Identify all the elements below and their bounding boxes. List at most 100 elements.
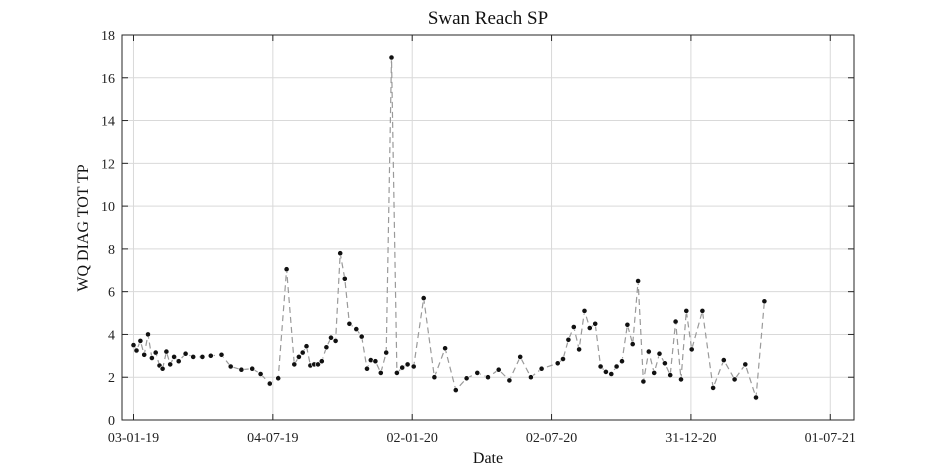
data-point — [442, 345, 448, 352]
data-point — [275, 375, 282, 382]
data-point — [699, 307, 706, 314]
data-point — [640, 378, 647, 385]
data-point — [506, 377, 513, 384]
y-tick-label: 10 — [101, 200, 115, 215]
data-point — [372, 358, 379, 365]
data-point — [323, 344, 330, 351]
x-tick-label: 31-12-20 — [665, 431, 716, 446]
data-point — [337, 250, 344, 257]
data-point — [199, 353, 206, 360]
data-point — [667, 372, 674, 378]
y-tick-label: 2 — [108, 371, 115, 386]
data-point — [629, 341, 636, 347]
data-point — [377, 369, 384, 376]
data-point — [388, 54, 395, 61]
data-point — [163, 348, 170, 355]
data-point — [560, 356, 566, 362]
data-point — [651, 369, 658, 376]
data-point — [624, 321, 631, 328]
y-tick-label: 14 — [101, 115, 115, 130]
data-point — [393, 369, 400, 376]
data-point — [364, 365, 370, 372]
x-tick-label: 02-07-20 — [526, 431, 577, 446]
y-tick-label: 6 — [108, 286, 115, 301]
data-point — [133, 347, 140, 354]
plot-frame — [121, 34, 855, 421]
data-point — [565, 336, 572, 343]
data-point — [608, 371, 615, 377]
data-point — [645, 348, 652, 355]
series-group — [130, 54, 768, 401]
data-point — [603, 368, 609, 375]
data-point — [431, 374, 438, 381]
data-point — [318, 358, 325, 365]
data-point — [678, 376, 684, 383]
data-point — [538, 365, 545, 372]
data-point — [328, 334, 334, 341]
data-point — [171, 353, 177, 360]
x-tick-label: 02-01-20 — [387, 431, 438, 446]
data-point — [495, 366, 502, 373]
data-point — [332, 337, 339, 344]
data-point — [190, 353, 197, 360]
y-tick-label: 18 — [101, 29, 115, 44]
data-point — [731, 376, 738, 383]
data-point — [404, 361, 411, 368]
x-tick-label: 03-01-19 — [108, 431, 159, 446]
data-point — [517, 353, 524, 360]
data-point — [137, 337, 144, 344]
data-point — [341, 275, 348, 282]
data-point — [346, 320, 353, 327]
data-point — [720, 357, 727, 363]
data-point — [299, 349, 306, 356]
data-point — [130, 342, 137, 348]
data-point — [688, 346, 695, 353]
y-tick-label: 8 — [108, 243, 115, 258]
data-point — [635, 278, 641, 284]
data-point — [207, 352, 214, 359]
data-point — [761, 298, 768, 305]
data-point — [554, 360, 561, 367]
y-tick-label: 4 — [108, 328, 115, 343]
data-point — [597, 363, 604, 370]
data-point — [145, 331, 151, 338]
chart-title: Swan Reach SP — [428, 8, 548, 29]
data-point — [576, 346, 582, 353]
data-point — [656, 350, 663, 357]
data-point — [753, 394, 759, 401]
grid-lines — [122, 34, 854, 421]
axis-ticks: 0 2 4 6 8 10 12 14 16 18 03-01-19 04-07-19 02-01-20 0… — [101, 29, 856, 446]
data-point — [303, 343, 310, 350]
data-point — [353, 326, 360, 332]
data-point — [295, 353, 302, 360]
data-point — [315, 361, 321, 368]
data-point — [613, 363, 620, 370]
data-point — [420, 295, 427, 301]
data-point — [592, 320, 599, 327]
data-point — [266, 380, 273, 387]
data-point — [159, 365, 166, 372]
data-point — [463, 375, 470, 382]
data-point — [570, 324, 577, 330]
data-point — [410, 363, 417, 370]
data-point — [152, 349, 159, 356]
data-point — [528, 374, 534, 381]
data-point — [683, 307, 690, 314]
data-point — [148, 355, 155, 361]
data-point — [485, 374, 491, 381]
data-point — [662, 360, 668, 367]
data-point — [249, 365, 256, 372]
data-point — [619, 358, 625, 365]
y-tick-label: 0 — [108, 414, 115, 429]
y-tick-label: 16 — [101, 72, 115, 87]
data-point — [218, 351, 225, 358]
x-tick-label: 01-07-21 — [805, 431, 856, 446]
data-point — [742, 361, 749, 368]
data-point — [399, 364, 406, 371]
data-point — [586, 325, 593, 331]
data-point — [283, 266, 290, 273]
data-point — [167, 361, 174, 368]
data-point — [291, 361, 298, 368]
